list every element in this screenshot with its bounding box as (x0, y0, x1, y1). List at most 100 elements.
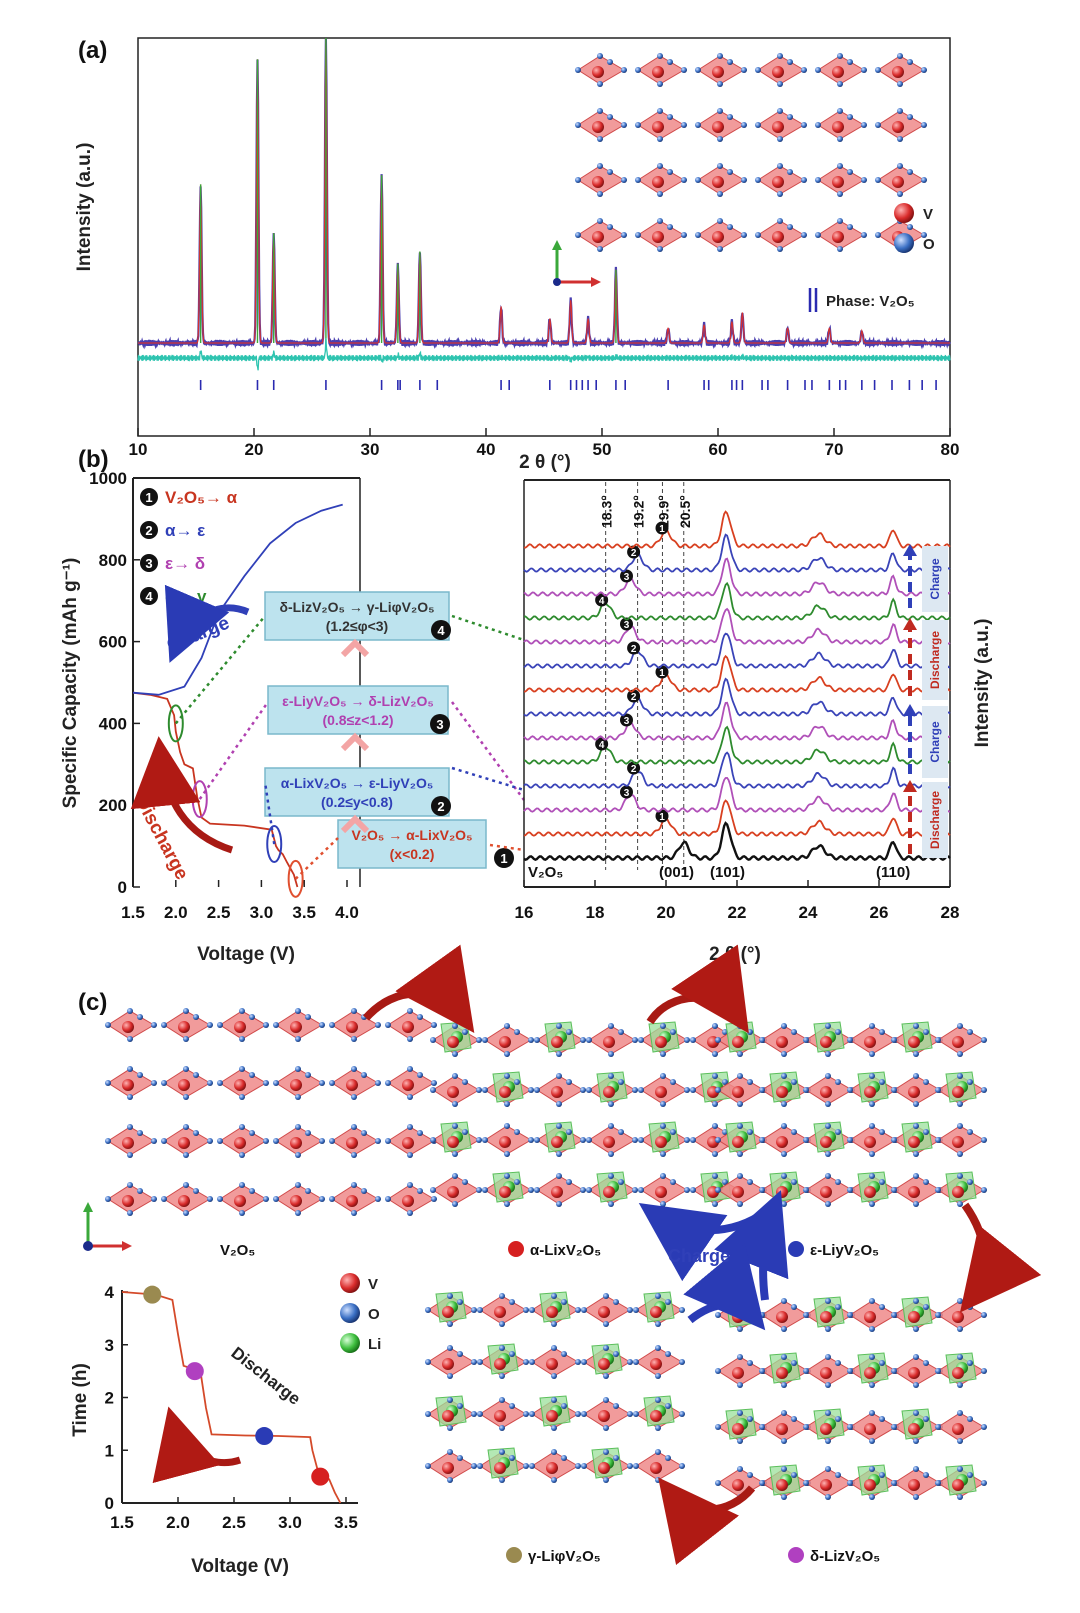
o-atom (759, 1480, 765, 1486)
v-atom (776, 1367, 788, 1379)
o-atom (777, 246, 783, 252)
polyhedron-unit (755, 218, 807, 252)
charge-arrow-to-alpha (638, 1202, 771, 1282)
polyhedron-unit (529, 1291, 581, 1327)
o-atom (375, 1138, 381, 1144)
trace-num-badge (655, 521, 669, 535)
legend-num: 1 (145, 490, 152, 505)
trace-num-badge (620, 569, 633, 583)
o-atom (305, 1072, 311, 1078)
v-atom (290, 1137, 302, 1149)
o-atom (787, 114, 793, 120)
o-atom (913, 1101, 919, 1107)
o-atom (727, 224, 733, 230)
o-atom (737, 1073, 743, 1079)
o-atom (861, 177, 867, 183)
o-atom (452, 1151, 458, 1157)
o-atom (581, 1411, 587, 1417)
o-atom (457, 1299, 463, 1305)
o-atom (207, 1080, 213, 1086)
o-atom (431, 1022, 437, 1028)
o-atom (690, 1137, 696, 1143)
o-atom (581, 1359, 587, 1365)
polyhedron-unit (875, 163, 927, 197)
o-atom (869, 1073, 875, 1079)
o-atom (791, 1304, 797, 1310)
o-atom (759, 1037, 765, 1043)
o-atom (715, 1137, 721, 1143)
panel-c-axis-triad (83, 1202, 132, 1251)
o-atom (597, 246, 603, 252)
name-delta: δ-LizV₂O₅ (810, 1548, 880, 1565)
v-atom (592, 66, 604, 78)
o-atom (385, 1080, 391, 1086)
o-atom (801, 177, 807, 183)
v-atom (732, 1086, 744, 1098)
o-atom (869, 1326, 875, 1332)
o-atom (273, 1022, 279, 1028)
v-atom (290, 1021, 302, 1033)
o-atom (791, 1179, 797, 1185)
v-atom (346, 1137, 358, 1149)
o-atom (621, 177, 627, 183)
alpha-dot (508, 1241, 524, 1257)
inset-time-curve (121, 1291, 342, 1504)
o-atom (679, 1463, 685, 1469)
o-atom (847, 224, 853, 230)
o-atom (755, 232, 761, 238)
o-atom (791, 1416, 797, 1422)
o-atom (509, 1403, 515, 1409)
o-atom (161, 1138, 167, 1144)
polyhedron-unit (482, 1023, 534, 1057)
o-atom (657, 81, 663, 87)
legend-entry-3: ε→ δ (165, 554, 205, 573)
v-atom (864, 1086, 876, 1098)
o-atom (695, 232, 701, 238)
polyhedron-unit (935, 1023, 987, 1057)
o-atom (575, 122, 581, 128)
o-atom (127, 1152, 133, 1158)
panel-a-label: (a) (78, 37, 107, 64)
o-atom (879, 1029, 885, 1035)
o-atom (667, 224, 673, 230)
o-atom (737, 1173, 743, 1179)
o-atom (835, 1416, 841, 1422)
o-atom (471, 1463, 477, 1469)
o-atom (660, 1051, 666, 1057)
o-atom (597, 53, 603, 59)
o-atom (471, 1411, 477, 1417)
panel-a-frame (137, 37, 951, 437)
o-atom (151, 1080, 157, 1086)
o-atom (665, 1403, 671, 1409)
o-atom (815, 177, 821, 183)
inset-discharge-label: Discharge (228, 1343, 304, 1409)
bL-ytick-label: 800 (99, 551, 127, 570)
inset-xtick-label: 2.0 (166, 1513, 190, 1532)
o-atom (351, 1094, 357, 1100)
o-atom (717, 246, 723, 252)
o-atom (715, 1312, 721, 1318)
o-atom (897, 53, 903, 59)
bR-xtick-label: 16 (515, 903, 534, 922)
o-atom (777, 218, 783, 224)
o-atom (407, 1152, 413, 1158)
o-atom (825, 1466, 831, 1472)
o-atom (417, 1014, 423, 1020)
o-atom (523, 1307, 529, 1313)
o-atom (660, 1123, 666, 1129)
o-atom (712, 1201, 718, 1207)
polyhedron-unit (217, 1008, 269, 1042)
o-atom (835, 1129, 841, 1135)
reaction-range: (1.2≤φ<3) (326, 618, 388, 634)
v2o5-trace-label: V₂O₅ (528, 864, 563, 881)
o-atom (981, 1087, 987, 1093)
o-atom (375, 1196, 381, 1202)
o-atom (690, 1037, 696, 1043)
v-atom (402, 1079, 414, 1091)
o-atom (457, 1403, 463, 1409)
o-atom (825, 1101, 831, 1107)
v-atom (499, 1086, 511, 1098)
side-arrow-head (903, 780, 917, 792)
o-atom (712, 1051, 718, 1057)
v-atom (864, 1423, 876, 1435)
